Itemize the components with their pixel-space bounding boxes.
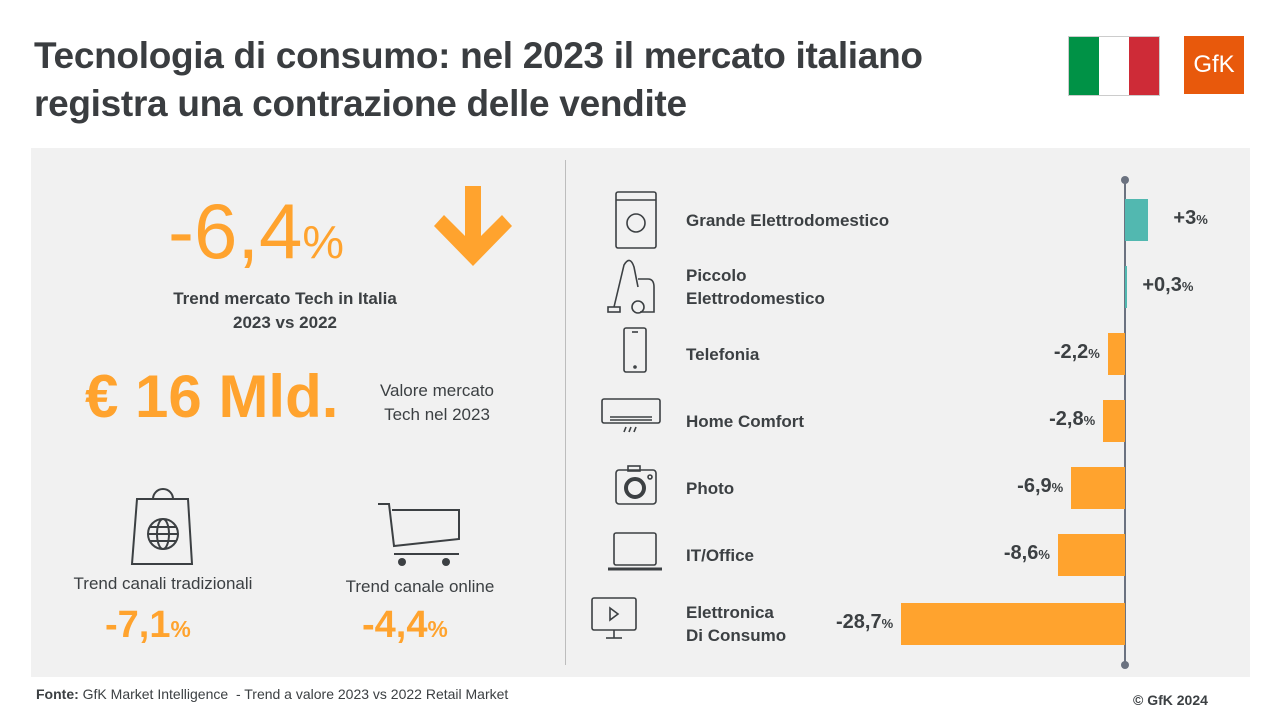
value-label: +3%	[1173, 207, 1207, 230]
market-trend-label: Trend mercato Tech in Italia 2023 vs 202…	[140, 287, 430, 335]
value-number: +3	[1173, 207, 1197, 229]
source-note: Fonte: GfK Market Intelligence - Trend a…	[36, 686, 508, 702]
category-label-line: Home Comfort	[686, 411, 805, 431]
value-label: -28,7%	[836, 611, 893, 634]
title-line-1: Tecnologia di consumo: nel 2023 il merca…	[34, 35, 923, 76]
value-unit: %	[1038, 547, 1050, 562]
category-label: Telefonia	[686, 343, 759, 366]
value-unit: %	[881, 616, 894, 631]
washing-machine-icon	[615, 191, 657, 249]
axis-dot-bottom	[1121, 661, 1129, 669]
bar	[1071, 467, 1125, 509]
smartphone-icon	[623, 327, 647, 373]
category-label: Home Comfort	[686, 410, 804, 433]
gfk-logo: GfK	[1184, 36, 1244, 94]
value-unit: %	[1051, 480, 1064, 495]
tv-icon	[591, 597, 637, 639]
market-trend-label-1: Trend mercato Tech in Italia	[173, 289, 397, 308]
category-label: Piccolo Elettrodomestico	[686, 264, 825, 310]
online-label: Trend canale online	[345, 577, 495, 596]
copyright: © GfK 2024	[1133, 692, 1208, 708]
axis-line	[1124, 180, 1126, 665]
divider	[565, 160, 566, 665]
arrow-down-icon	[434, 186, 512, 266]
market-value-label: Valore mercato Tech nel 2023	[362, 379, 512, 427]
shopping-bag-globe-icon	[130, 488, 194, 565]
title-line-2: registra una contrazione delle vendite	[34, 83, 687, 124]
italian-flag	[1068, 36, 1160, 96]
axis-dot-top	[1121, 176, 1129, 184]
camera-icon	[615, 465, 657, 505]
online-unit: %	[427, 616, 448, 642]
source-text: GfK Market Intelligence - Trend a valore…	[78, 686, 509, 702]
category-label-line: IT/Office	[686, 545, 755, 565]
bar	[1125, 199, 1149, 241]
air-conditioner-icon	[601, 398, 661, 433]
market-trend-label-2: 2023 vs 2022	[233, 313, 337, 332]
value-number: -2,2	[1053, 341, 1089, 363]
market-trend-unit: %	[302, 216, 345, 268]
value-unit: %	[1181, 279, 1194, 294]
value-number: -6,9	[1017, 475, 1052, 497]
logo-text: GfK	[1193, 51, 1235, 78]
online-number: -4,4	[362, 604, 428, 646]
value-number: -28,7	[835, 611, 882, 633]
source-label: Fonte:	[36, 686, 79, 702]
value-label: -8,6%	[1004, 542, 1050, 565]
value-number: -8,6	[1003, 542, 1039, 564]
category-label-line: Telefonia	[686, 344, 760, 364]
traditional-number: -7,1	[105, 604, 171, 646]
category-label-line: Di Consumo	[686, 626, 787, 645]
bar	[1125, 266, 1128, 308]
category-label-line: Grande Elettrodomestico	[686, 210, 890, 230]
category-label-line: Elettronica	[686, 603, 774, 622]
market-value: € 16 Mld.	[85, 363, 339, 430]
shopping-cart-icon	[378, 503, 460, 566]
category-label: Photo	[686, 477, 734, 500]
market-value-label-1: Valore mercato	[379, 381, 494, 400]
infographic-panel	[31, 148, 1250, 677]
value-unit: %	[1088, 346, 1100, 361]
value-label: +0,3%	[1142, 274, 1193, 297]
category-label-line: Elettrodomestico	[686, 289, 825, 308]
online-value: -4,4%	[362, 604, 448, 647]
category-label-line: Piccolo	[686, 266, 747, 285]
value-unit: %	[1083, 413, 1096, 428]
vacuum-cleaner-icon	[607, 259, 655, 314]
value-number: -2,8	[1049, 408, 1084, 430]
traditional-value: -7,1%	[105, 604, 191, 647]
category-label-line: Photo	[686, 478, 735, 498]
value-label: -2,8%	[1049, 408, 1095, 431]
value-label: -2,2%	[1054, 341, 1100, 364]
market-trend-number: -6,4	[168, 187, 303, 275]
bar	[1103, 400, 1125, 442]
category-label: Grande Elettrodomestico	[686, 209, 889, 232]
laptop-icon	[608, 532, 662, 571]
value-number: +0,3	[1142, 274, 1182, 296]
traditional-label: Trend canali tradizionali	[73, 574, 253, 593]
traditional-unit: %	[170, 616, 191, 642]
category-label: IT/Office	[686, 544, 754, 567]
category-label: Elettronica Di Consumo	[686, 601, 786, 647]
bar	[1057, 534, 1125, 576]
market-value-label-2: Tech nel 2023	[384, 405, 490, 424]
bar	[1107, 333, 1125, 375]
value-unit: %	[1196, 212, 1208, 227]
market-trend-value: -6,4%	[168, 186, 344, 287]
value-label: -6,9%	[1017, 475, 1063, 498]
page-title: Tecnologia di consumo: nel 2023 il merca…	[34, 32, 923, 128]
bar	[901, 603, 1125, 645]
